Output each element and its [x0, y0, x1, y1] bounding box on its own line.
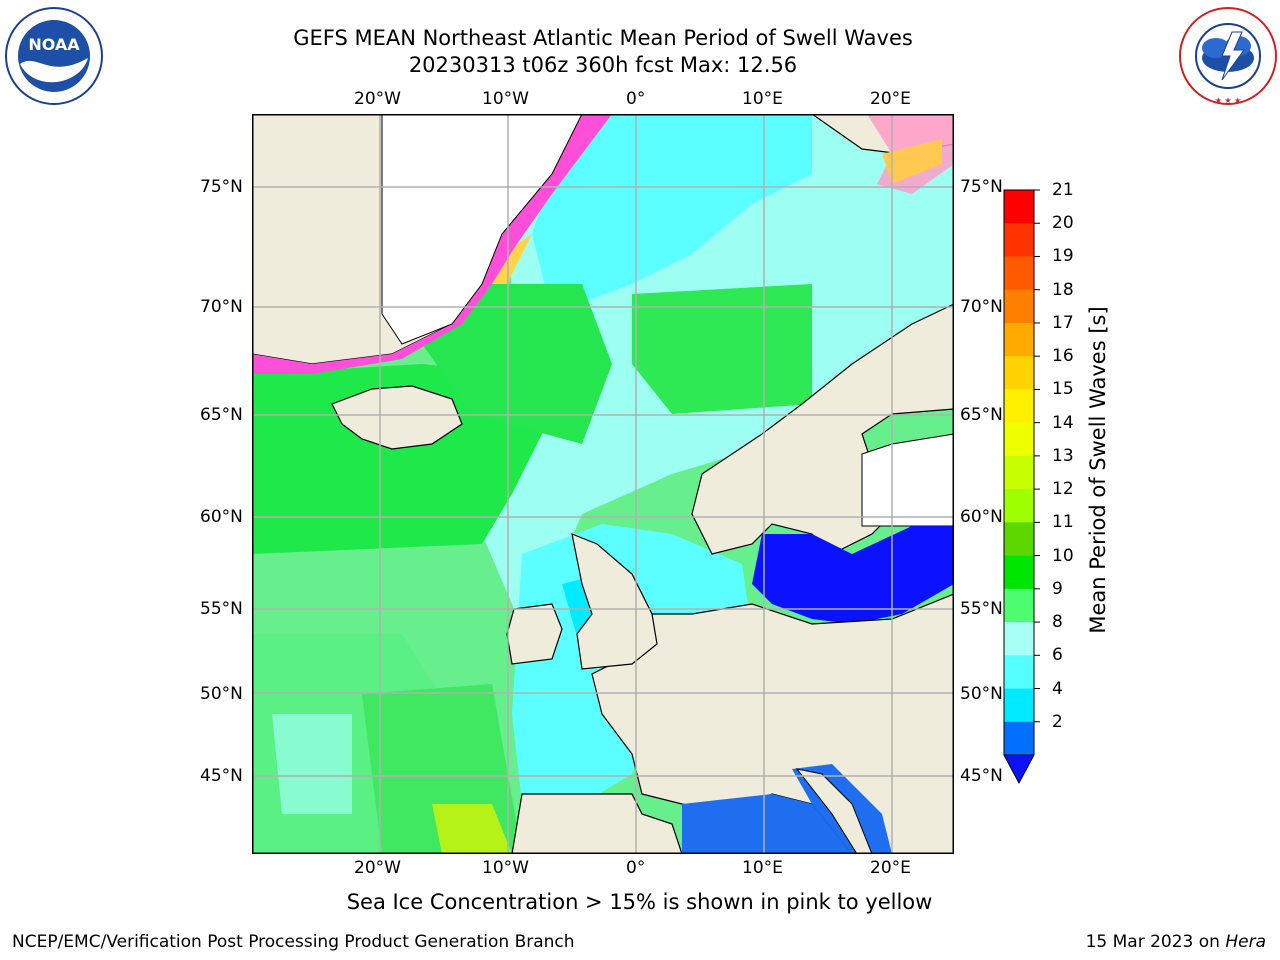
colorbar-segment — [1004, 721, 1034, 756]
colorbar-segment — [1004, 356, 1034, 390]
lon-tick-bottom: 20°W — [354, 858, 401, 878]
colorbar-segment — [1004, 190, 1034, 224]
lat-tick-right: 65°N — [960, 405, 1003, 425]
lat-tick-left: 60°N — [200, 507, 243, 527]
colorbar-segment — [1004, 655, 1034, 690]
chart-title: GEFS MEAN Northeast Atlantic Mean Period… — [293, 26, 913, 50]
lat-tick-right: 45°N — [960, 766, 1003, 786]
lat-tick-left: 45°N — [200, 766, 243, 786]
lon-tick-top: 10°E — [742, 89, 783, 109]
colorbar-tick-label: 11 — [1052, 512, 1074, 533]
colorbar-ticks: 21 20 19 18 17 16 15 14 13 12 11 10 9 8 6 4 2 — [1052, 180, 1112, 780]
colorbar-segment — [1004, 688, 1034, 723]
lon-tick-top: 0° — [626, 89, 646, 109]
footer-credit: NCEP/EMC/Verification Post Processing Pr… — [12, 932, 575, 952]
colorbar-segment — [1004, 389, 1034, 424]
lat-tick-left: 70°N — [200, 297, 243, 317]
footer-date-text: 15 Mar 2023 on — [1085, 932, 1226, 952]
colorbar-segment — [1004, 256, 1034, 291]
lon-tick-bottom: 20°E — [870, 858, 911, 878]
lat-tick-left: 50°N — [200, 684, 243, 704]
lon-tick-top: 20°W — [354, 89, 401, 109]
lat-tick-left: 55°N — [200, 599, 243, 619]
map-panel — [251, 113, 955, 855]
lat-tick-right: 50°N — [960, 684, 1003, 704]
noaa-logo-text: NOAA — [28, 35, 80, 54]
swell-cyan-mid — [532, 114, 812, 314]
map-canvas — [251, 113, 955, 855]
colorbar-segment — [1004, 289, 1034, 324]
colorbar-tick-label: 17 — [1052, 312, 1074, 333]
colorbar-label: Mean Period of Swell Waves [s] — [1086, 306, 1110, 634]
colorbar-tick-label: 2 — [1052, 711, 1063, 732]
land-iceland — [331, 385, 463, 450]
colorbar-tick-label: 19 — [1052, 246, 1074, 267]
map-frame — [252, 114, 954, 854]
colorbar-tick-label: 13 — [1052, 445, 1074, 466]
swell-blue-med — [682, 794, 852, 854]
colorbar-tick-label: 15 — [1052, 379, 1074, 400]
lat-tick-right: 60°N — [960, 507, 1003, 527]
colorbar-tick-label: 9 — [1052, 578, 1063, 599]
colorbar-segment — [1004, 489, 1034, 523]
lon-tick-bottom: 10°E — [742, 858, 783, 878]
colorbar — [1000, 186, 1046, 786]
noaa-logo-icon: NOAA — [4, 6, 104, 106]
colorbar-tick-label: 12 — [1052, 479, 1074, 500]
map-grid — [252, 114, 954, 854]
colorbar-segment — [1004, 422, 1034, 457]
colorbar-segment — [1004, 555, 1034, 590]
colorbar-tick-label: 8 — [1052, 612, 1063, 633]
footer-host: Hera — [1225, 932, 1266, 952]
lat-tick-left: 65°N — [200, 405, 243, 425]
lat-tick-right: 75°N — [960, 177, 1003, 197]
colorbar-tick-label: 4 — [1052, 678, 1063, 699]
lon-tick-bottom: 10°W — [482, 858, 529, 878]
colorbar-segment — [1004, 588, 1034, 623]
colorbar-tick-label: 14 — [1052, 412, 1074, 433]
colorbar-segment — [1004, 622, 1034, 656]
colorbar-tick-label: 20 — [1052, 213, 1074, 234]
svg-text:★ ★ ★: ★ ★ ★ — [1215, 96, 1242, 105]
sea-ice-greenland — [252, 114, 612, 374]
footer-date: 15 Mar 2023 on Hera — [1086, 932, 1266, 952]
swell-blue-baltic — [752, 526, 954, 624]
colorbar-tick-label: 10 — [1052, 545, 1074, 566]
lon-tick-bottom: 0° — [626, 858, 646, 878]
colorbar-segment — [1004, 522, 1034, 557]
lat-tick-left: 75°N — [200, 177, 243, 197]
land-ireland — [506, 603, 563, 665]
sea-ice-note: Sea Ice Concentration > 15% is shown in … — [346, 890, 933, 914]
nws-logo-icon: ★ ★ ★ — [1178, 6, 1278, 106]
lon-tick-top: 10°W — [482, 89, 529, 109]
colorbar-segment — [1004, 223, 1034, 257]
lon-tick-top: 20°E — [870, 89, 911, 109]
colorbar-tick-label: 18 — [1052, 279, 1074, 300]
colorbar-segment — [1004, 322, 1034, 357]
colorbar-tick-label: 16 — [1052, 346, 1074, 367]
chart-subtitle: 20230313 t06z 360h fcst Max: 12.56 — [408, 53, 798, 77]
colorbar-tick-label: 21 — [1052, 180, 1074, 200]
lat-tick-right: 70°N — [960, 297, 1003, 317]
lat-tick-right: 55°N — [960, 599, 1003, 619]
colorbar-tick-label: 6 — [1052, 645, 1063, 666]
colorbar-extend-arrow — [1003, 754, 1035, 785]
colorbar-segment — [1004, 455, 1034, 490]
